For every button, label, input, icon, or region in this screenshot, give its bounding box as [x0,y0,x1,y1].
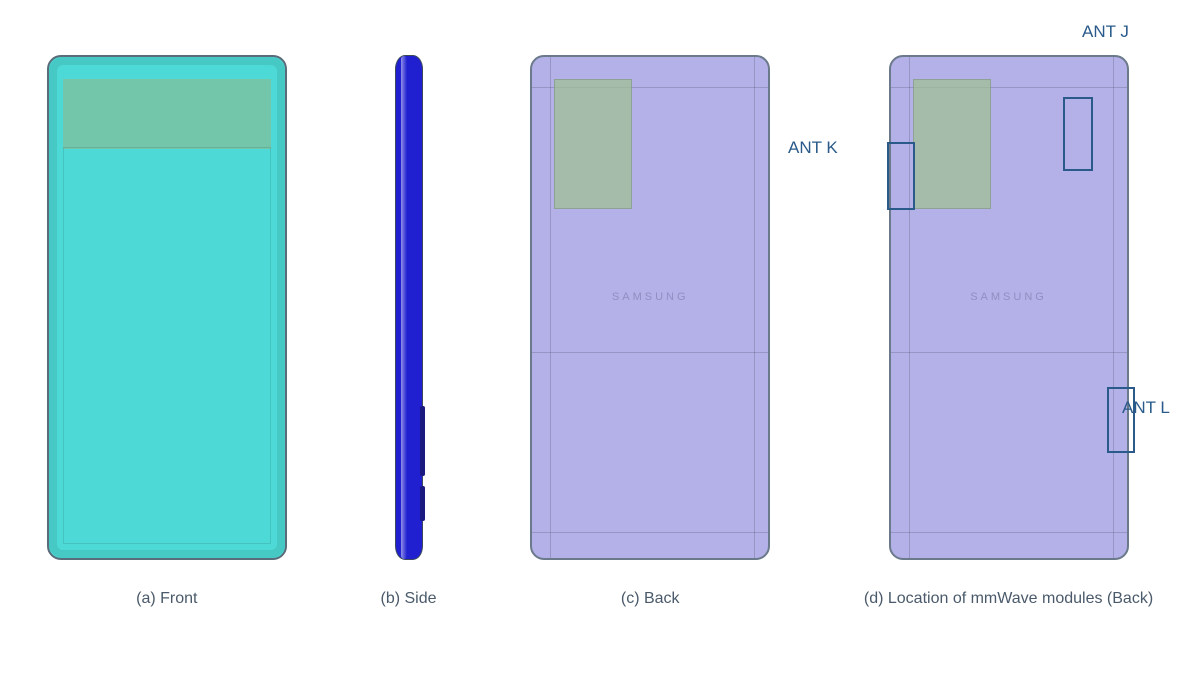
diagram-container: (a) Front (b) Side SAMSUNG (c) Back [0,0,1200,608]
brand-logo-text: SAMSUNG [612,291,689,303]
back-grid-line [909,57,910,558]
phone-antenna-view: SAMSUNG [889,55,1129,560]
camera-module-block [913,79,991,209]
antenna-box-l [1107,387,1135,453]
phone-back-view: SAMSUNG [530,55,770,560]
camera-module-block [554,79,632,209]
back-grid-line [550,57,551,558]
back-grid-line [891,352,1127,353]
caption-back: (c) Back [621,590,680,608]
side-button-1 [420,406,425,476]
caption-side: (b) Side [381,590,437,608]
phone-side-view [395,55,423,560]
panel-front: (a) Front [47,55,287,608]
brand-logo-text: SAMSUNG [970,291,1047,303]
caption-antenna: (d) Location of mmWave modules (Back) [864,590,1153,608]
caption-front: (a) Front [136,590,197,608]
back-grid-line [532,532,768,533]
side-highlight [401,56,407,559]
back-grid-line [891,532,1127,533]
back-grid-line [1113,57,1114,558]
back-grid-line [754,57,755,558]
antenna-box-j [1063,97,1093,171]
front-sensor-band [63,79,271,149]
panel-back: SAMSUNG (c) Back [530,55,770,608]
panel-antenna: SAMSUNG (d) Location of mmWave modules (… [864,55,1153,608]
phone-front-view [47,55,287,560]
front-display-outline [63,147,271,544]
antenna-box-k [887,142,915,210]
label-ant-k: ANT K [788,138,838,158]
label-ant-j: ANT J [1082,22,1129,42]
label-ant-l: ANT L [1122,398,1170,418]
panel-side: (b) Side [381,55,437,608]
back-grid-line [532,352,768,353]
side-button-2 [420,486,425,521]
